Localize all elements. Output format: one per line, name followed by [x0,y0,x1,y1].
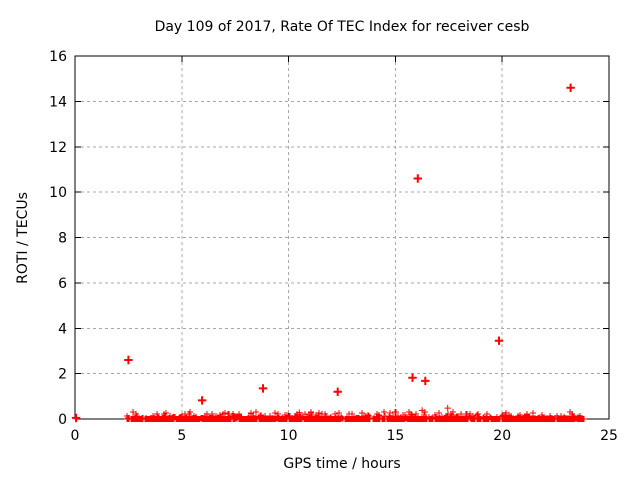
y-tick-label: 0 [58,412,67,428]
y-tick-label: 8 [58,231,67,247]
y-tick-label: 2 [58,367,67,383]
y-tick-label: 6 [58,276,67,292]
x-tick-label: 10 [280,428,298,444]
y-tick-label: 12 [49,140,67,156]
x-tick-label: 5 [177,428,186,444]
x-tick-labels: 0 5 10 15 20 25 [71,428,618,444]
y-axis-label: ROTI / TECUs [15,192,31,284]
x-tick-label: 20 [493,428,511,444]
y-tick-label: 16 [49,49,67,65]
scatter-points-outliers [71,83,575,423]
chart-title: Day 109 of 2017, Rate Of TEC Index for r… [155,19,530,35]
grid-lines [75,56,609,419]
scatter-points-minor [296,404,451,416]
y-tick-label: 10 [49,185,67,201]
x-tick-label: 0 [71,428,80,444]
scatter-points-baseline-band [124,409,587,422]
y-tick-labels: 0 2 4 6 8 10 12 14 16 [49,49,67,428]
y-tick-label: 4 [58,321,67,337]
x-axis-label: GPS time / hours [283,456,400,472]
x-tick-label: 25 [600,428,618,444]
x-tick-label: 15 [386,428,404,444]
y-tick-label: 14 [49,94,67,110]
